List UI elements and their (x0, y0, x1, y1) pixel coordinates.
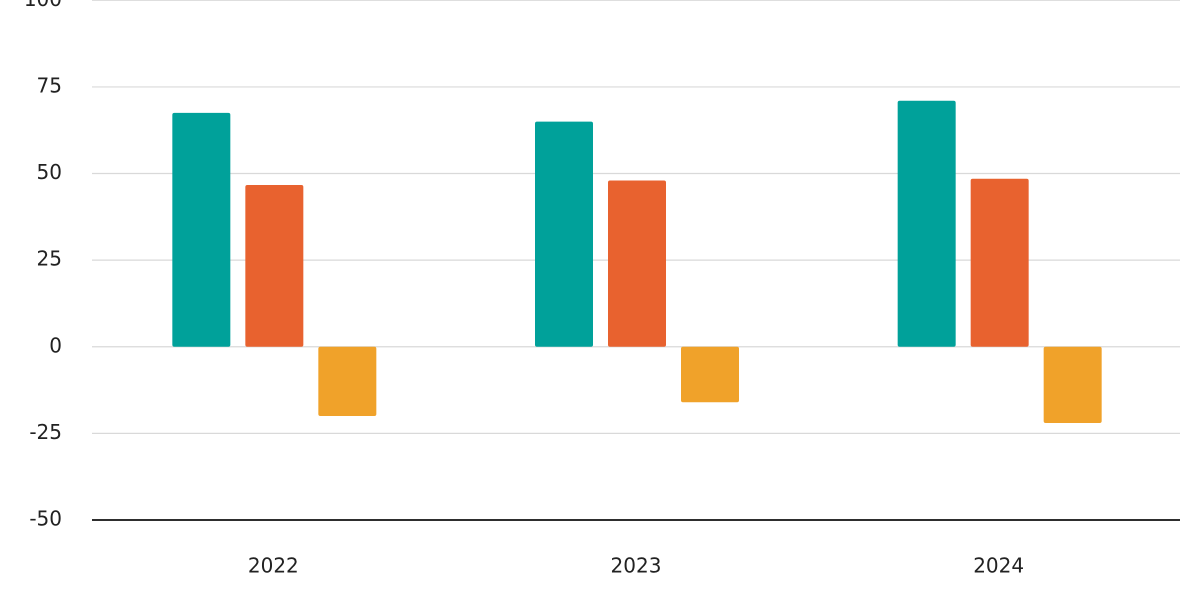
y-tick-label: -25 (29, 420, 62, 444)
bar (970, 178, 1029, 347)
bar (1043, 346, 1102, 423)
bar (681, 346, 739, 403)
y-tick-label: 75 (37, 73, 62, 97)
x-tick-label: 2022 (248, 554, 299, 578)
y-tick-label: 50 (37, 160, 62, 184)
bar (608, 180, 666, 347)
y-tick-label: -50 (29, 507, 62, 531)
x-tick-label: 2023 (611, 554, 662, 578)
bar (172, 112, 231, 347)
x-tick-label: 2024 (973, 554, 1024, 578)
bar (535, 121, 593, 347)
bar (245, 184, 304, 347)
y-tick-label: 100 (24, 0, 62, 11)
bar (318, 346, 377, 417)
y-tick-label: 25 (37, 247, 62, 271)
y-tick-label: 0 (49, 333, 62, 357)
bar (897, 100, 956, 347)
